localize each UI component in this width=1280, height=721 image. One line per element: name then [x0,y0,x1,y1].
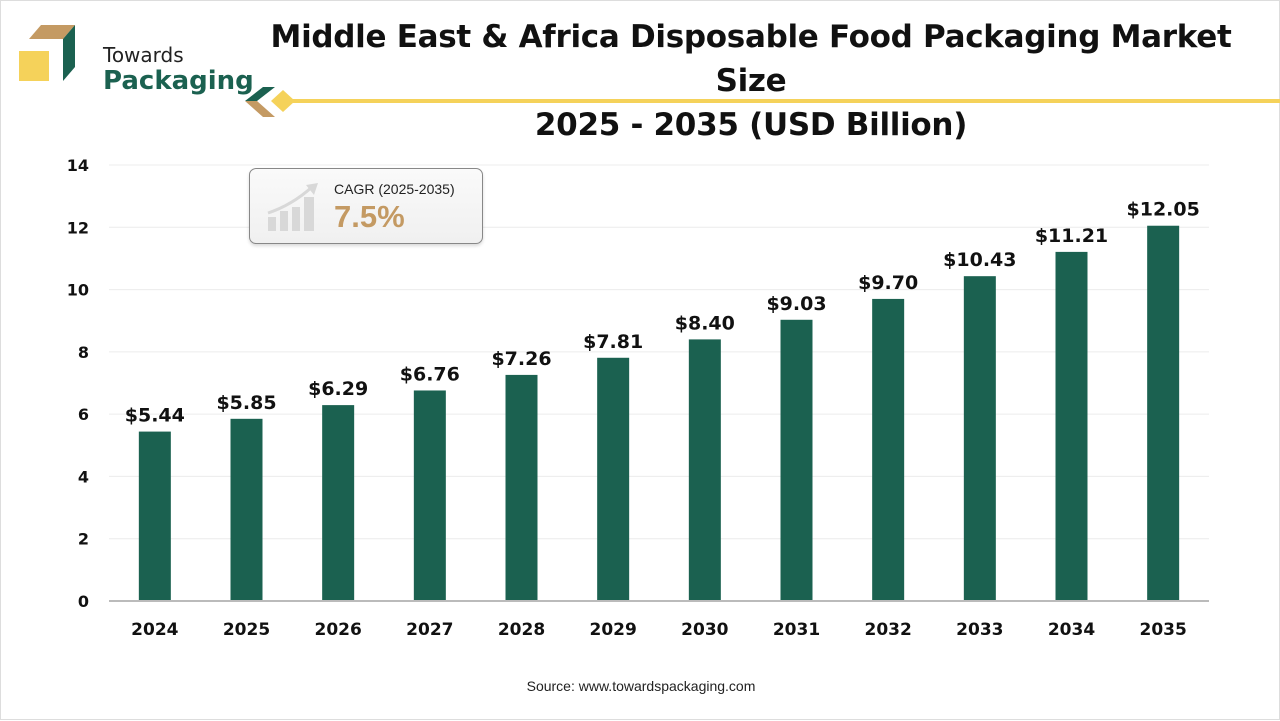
data-label: $6.29 [308,378,368,400]
title-decoration [245,87,1280,117]
y-tick-label: 4 [78,467,89,486]
y-tick-label: 10 [67,281,89,300]
box-logo-icon [19,25,75,81]
y-tick-label: 6 [78,405,89,424]
data-label: $5.44 [125,405,185,427]
data-label: $9.70 [858,272,918,294]
brand-logo: Towards Packaging [19,23,254,96]
x-tick-label: 2030 [681,620,728,640]
cagr-box: CAGR (2025-2035) 7.5% [249,168,483,244]
data-label: $9.03 [766,293,826,315]
x-tick-label: 2029 [590,620,637,640]
cagr-value: 7.5% [334,199,405,234]
x-tick-label: 2024 [131,620,178,640]
bar-2024 [138,431,171,601]
data-label: $5.85 [216,392,276,414]
bar-2031 [780,319,813,601]
data-label: $7.26 [491,348,551,370]
brand-line1: Towards [103,43,184,67]
y-tick-label: 8 [78,343,89,362]
bar-2030 [688,339,721,601]
x-tick-label: 2035 [1140,620,1187,640]
x-tick-label: 2032 [865,620,912,640]
data-label: $12.05 [1127,199,1200,221]
x-tick-label: 2027 [406,620,453,640]
data-label: $11.21 [1035,225,1108,247]
y-tick-label: 0 [78,592,89,611]
x-tick-label: 2033 [956,620,1003,640]
data-label: $10.43 [943,249,1016,271]
bar-2034 [1055,251,1088,602]
bar-2027 [413,390,446,601]
cagr-label: CAGR (2025-2035) [334,181,455,197]
y-tick-label: 2 [78,530,89,549]
chart-title: Middle East & Africa Disposable Food Pac… [261,15,1241,147]
title-line-2: 2025 - 2035 (USD Billion) [534,107,968,143]
data-label: $6.76 [400,363,460,385]
x-tick-label: 2025 [223,620,270,640]
y-tick-label: 14 [67,156,89,175]
data-label: $8.40 [675,312,735,334]
bar-2026 [322,405,355,601]
x-tick-label: 2031 [773,620,820,640]
brand-line2: Packaging [103,66,254,96]
bar-2029 [597,357,630,601]
data-label: $7.81 [583,331,643,353]
growth-chart-icon [267,183,318,231]
bar-2032 [872,298,905,601]
x-tick-label: 2026 [315,620,362,640]
bar-2035 [1147,225,1180,601]
x-tick-label: 2028 [498,620,545,640]
bar-2025 [230,418,263,601]
y-tick-label: 12 [67,218,89,237]
title-line-1: Middle East & Africa Disposable Food Pac… [270,19,1232,99]
bar-2028 [505,374,538,601]
x-tick-label: 2034 [1048,620,1095,640]
bar-2033 [963,276,996,601]
source-note: Source: www.towardspackaging.com [526,678,756,694]
